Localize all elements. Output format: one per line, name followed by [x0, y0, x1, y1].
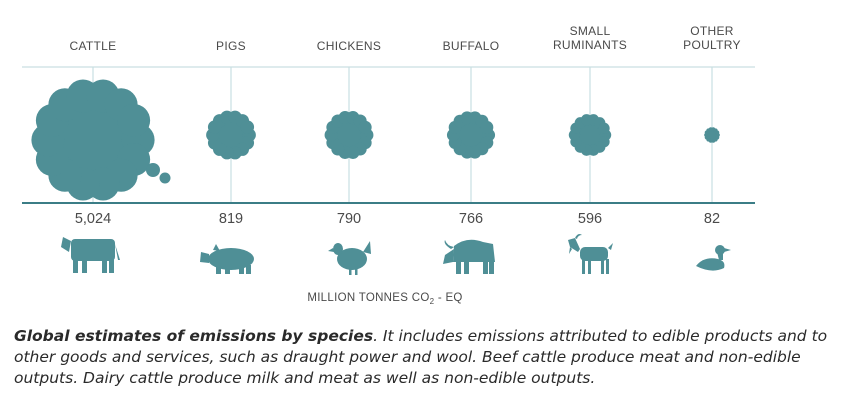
chicken-icon [328, 241, 371, 275]
bubble-chickens [324, 111, 374, 159]
buffalo-icon [443, 239, 495, 274]
bubble-small-ruminants [568, 114, 612, 156]
caption-bold: Global estimates of emissions by species [14, 327, 374, 345]
animal-icons [61, 234, 731, 275]
value-label-cattle: 5,024 [75, 211, 111, 227]
value-label-pigs: 819 [219, 211, 243, 227]
category-label-cattle: CATTLE [70, 39, 117, 53]
value-label-other-poultry: 82 [704, 211, 720, 227]
category-label-other-poultry: OTHER POULTRY [683, 24, 741, 52]
value-label-chickens: 790 [337, 211, 361, 227]
bubbles [31, 79, 720, 201]
bubble-cattle [31, 79, 171, 201]
figure-caption: Global estimates of emissions by species… [14, 326, 854, 389]
caption-text: . It includes emissions attributed to ed… [14, 327, 828, 387]
unit-label: MILLION TONNES CO2 - EQ [307, 292, 462, 306]
value-label-buffalo: 766 [459, 211, 483, 227]
emissions-bubble-chart: CATTLE PIGS CHICKENS BUFFALO SMALL RUMINANTS O… [22, 24, 755, 306]
category-label-buffalo: BUFFALO [443, 39, 500, 53]
bubble-other-poultry [704, 127, 720, 143]
bubble-pigs [206, 110, 256, 160]
pig-icon [200, 244, 254, 274]
category-labels: CATTLE PIGS CHICKENS BUFFALO SMALL RUMINANTS O… [70, 24, 741, 53]
category-label-chickens: CHICKENS [317, 39, 381, 53]
cattle-icon [61, 237, 120, 273]
category-label-pigs: PIGS [216, 39, 246, 53]
duck-icon [696, 245, 731, 271]
category-label-small-ruminants: SMALL RUMINANTS [553, 24, 627, 52]
value-label-small-ruminants: 596 [578, 211, 602, 227]
value-labels: 5,024 819 790 766 596 82 [75, 211, 720, 227]
bubble-buffalo [446, 111, 496, 159]
gridlines [92, 67, 713, 203]
goat-icon [568, 234, 613, 274]
